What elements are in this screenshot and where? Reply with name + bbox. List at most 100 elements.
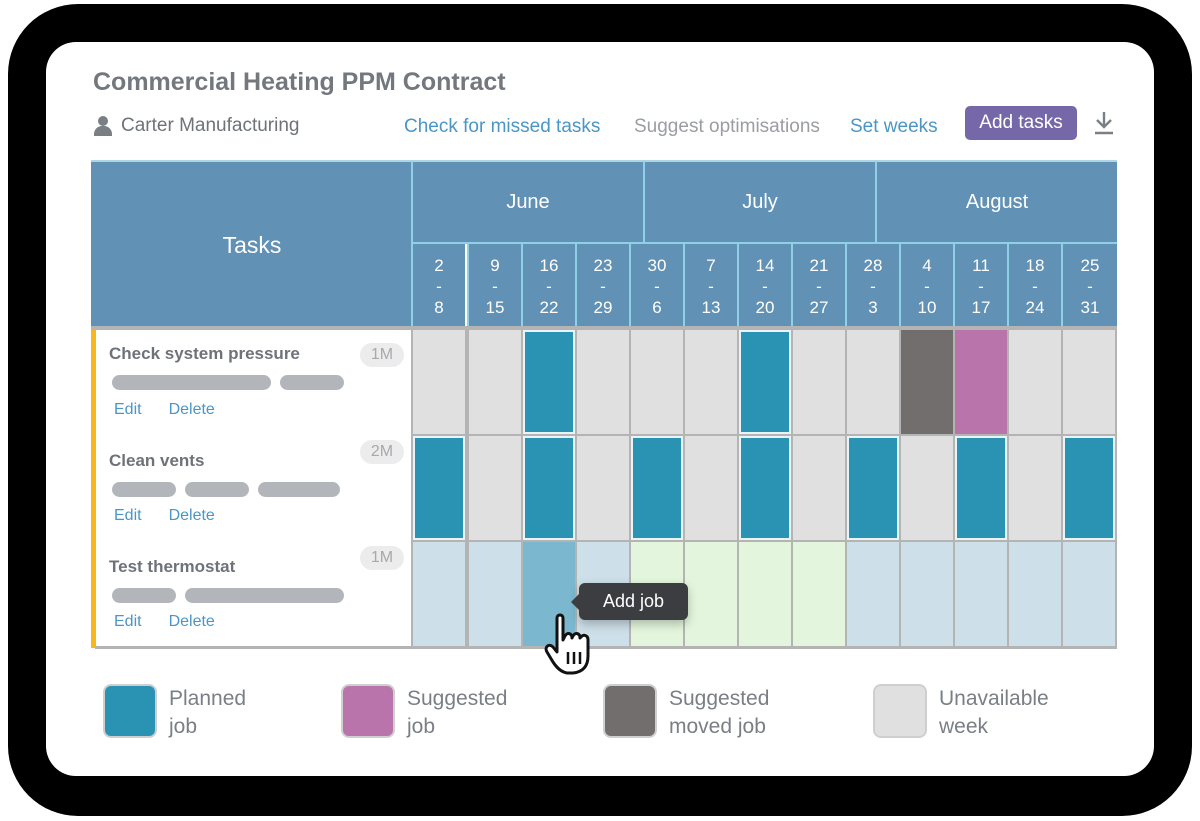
schedule-grid: Tasks June July August 2-8 9-15 16-22 23-29… [91,160,1117,650]
schedule-cell-green[interactable] [791,540,847,648]
task-row-check-system-pressure: Check system pressure 1M Edit Delete [109,342,409,448]
schedule-cell-planned[interactable] [953,434,1009,542]
download-icon[interactable] [1092,110,1116,136]
week-end: 13 [701,297,721,317]
schedule-cell-planned[interactable] [737,328,793,436]
placeholder-bar [185,588,344,603]
schedule-cell-unavail[interactable] [575,434,631,542]
placeholder-bar [280,375,344,390]
schedule-cell-avail[interactable] [845,540,901,648]
week-end: 17 [971,297,991,317]
schedule-cell-unavail[interactable] [629,328,685,436]
week-end: 3 [868,297,878,317]
week-sep: - [1032,276,1038,296]
week-header: 18-24 [1007,244,1061,328]
schedule-cell-unavail[interactable] [467,434,523,542]
schedule-cell-unavail[interactable] [899,434,955,542]
legend-item: Planned job [103,684,246,741]
schedule-cell-suggested[interactable] [953,328,1009,436]
schedule-cell-planned[interactable] [629,434,685,542]
schedule-cell-unavail[interactable] [791,434,847,542]
schedule-cell-planned[interactable] [411,434,467,542]
schedule-cell-unavail[interactable] [1061,328,1117,436]
legend-swatch [341,684,395,738]
week-start: 30 [647,255,667,275]
week-sep: - [546,276,552,296]
schedule-cell-planned[interactable] [737,434,793,542]
legend-item: Suggested moved job [603,684,769,741]
week-header: 7-13 [683,244,737,328]
legend-line: week [939,715,989,738]
week-sep: - [600,276,606,296]
schedule-cell-planned[interactable] [845,434,901,542]
schedule-cell-avail[interactable] [899,540,955,648]
task-details-placeholder [112,588,344,603]
schedule-cell-avail[interactable] [953,540,1009,648]
delete-link[interactable]: Delete [168,613,215,630]
task-details-placeholder [112,482,340,497]
schedule-cell-unavail[interactable] [411,328,467,436]
schedule-cell-planned[interactable] [521,434,577,542]
placeholder-bar [258,482,340,497]
schedule-cell-unavail[interactable] [1007,328,1063,436]
schedule-cell-planned[interactable] [1061,434,1117,542]
schedule-cell-moved[interactable] [899,328,955,436]
schedule-cell-unavail[interactable] [683,434,739,542]
schedule-cell-unavail[interactable] [791,328,847,436]
schedule-cell-unavail[interactable] [575,328,631,436]
tasks-column-header: Tasks [91,160,413,328]
edit-link[interactable]: Edit [114,507,142,524]
schedule-cell-unavail[interactable] [683,328,739,436]
week-end: 15 [485,297,505,317]
week-header: 23-29 [575,244,629,328]
week-sep: - [762,276,768,296]
check-missed-tasks-link[interactable]: Check for missed tasks [404,116,601,137]
legend-label: Suggested job [407,685,507,741]
legend-item: Suggested job [341,684,507,741]
task-row-clean-vents: Clean vents 2M Edit Delete [109,440,409,554]
delete-link[interactable]: Delete [168,507,215,524]
schedule-cell-green[interactable] [683,540,739,648]
legend-swatch [873,684,927,738]
suggest-optimisations-link[interactable]: Suggest optimisations [634,116,820,137]
add-tasks-button[interactable]: Add tasks [965,106,1077,140]
schedule-cell-planned[interactable] [521,328,577,436]
week-sep: - [492,276,498,296]
week-start: 18 [1025,255,1045,275]
schedule-cell-avail[interactable] [411,540,467,648]
page-title: Commercial Heating PPM Contract [93,68,506,96]
placeholder-bar [112,482,176,497]
week-sep: - [1087,276,1093,296]
month-header-august: August [875,160,1117,244]
week-start: 28 [863,255,883,275]
schedule-cell-avail[interactable] [1061,540,1117,648]
week-end: 20 [755,297,775,317]
legend-line: Suggested [669,687,770,710]
week-start: 4 [922,255,932,275]
legend-label: Planned job [169,685,246,741]
edit-link[interactable]: Edit [114,613,142,630]
week-end: 6 [652,297,662,317]
schedule-cell-avail[interactable] [1007,540,1063,648]
week-start: 2 [434,255,444,275]
schedule-cell-unavail[interactable] [845,328,901,436]
schedule-cell-unavail[interactable] [1007,434,1063,542]
week-sep: - [708,276,714,296]
week-start: 21 [809,255,829,275]
week-end: 24 [1025,297,1045,317]
week-end: 10 [917,297,937,317]
task-list: Check system pressure 1M Edit Delete Cle… [91,330,413,648]
legend-item: Unavailable week [873,684,1049,741]
schedule-cell-unavail[interactable] [467,328,523,436]
set-weeks-link[interactable]: Set weeks [850,116,938,137]
schedule-cell-green[interactable] [737,540,793,648]
frequency-badge: 1M [360,546,404,570]
month-header-july: July [643,160,875,244]
week-start: 11 [972,255,990,275]
schedule-cell-avail[interactable] [467,540,523,648]
legend-line: Planned [169,687,247,710]
delete-link[interactable]: Delete [168,401,215,418]
task-name: Clean vents [109,451,205,470]
week-start: 23 [593,255,613,275]
edit-link[interactable]: Edit [114,401,142,418]
